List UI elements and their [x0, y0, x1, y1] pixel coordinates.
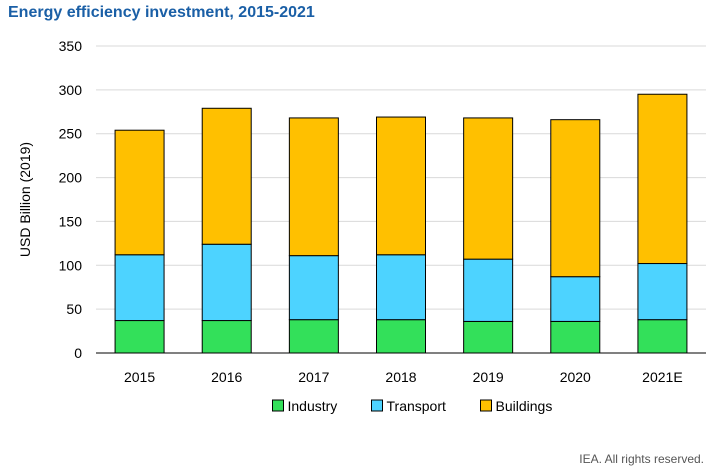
bar-segment-industry-2019 — [463, 320, 514, 354]
legend-label-buildings: Buildings — [496, 398, 553, 414]
y-tick-label: 50 — [66, 301, 82, 317]
x-tick-label: 2018 — [385, 369, 416, 385]
legend-label-industry: Industry — [288, 398, 338, 414]
x-tick-label: 2015 — [124, 369, 155, 385]
bar-segment-industry-2015 — [114, 320, 165, 354]
y-tick-label: 250 — [59, 126, 83, 142]
bar-segment-buildings-2021e — [637, 93, 688, 265]
bar-segment-transport-2017 — [288, 255, 339, 321]
bar-segment-buildings-2016 — [201, 107, 252, 245]
legend-swatch-industry — [272, 399, 284, 412]
chart-title: Energy efficiency investment, 2015-2021 — [8, 4, 315, 21]
y-tick-label: 300 — [59, 82, 83, 98]
y-axis-label: USD Billion (2019) — [17, 142, 33, 257]
y-axis-ticks: 0 50 100 150 200 250 300 350 — [59, 38, 83, 361]
bar-segment-transport-2021e — [637, 263, 688, 321]
x-tick-label: 2020 — [560, 369, 591, 385]
y-tick-label: 200 — [59, 170, 83, 186]
y-tick-label: 150 — [59, 213, 83, 229]
bar-segment-transport-2018 — [376, 254, 426, 321]
x-axis-ticks: 2015 2016 2017 2018 2019 2020 2021E — [124, 369, 683, 385]
bar-segment-buildings-2019 — [463, 117, 514, 260]
bar-segment-transport-2019 — [463, 258, 514, 322]
bar-segment-industry-2017 — [288, 319, 339, 354]
bar-segment-buildings-2015 — [114, 129, 165, 256]
x-tick-label: 2016 — [211, 369, 242, 385]
x-tick-label: 2017 — [298, 369, 329, 385]
bar-segment-buildings-2020 — [550, 119, 601, 278]
y-tick-label: 0 — [74, 345, 82, 361]
bar-segment-transport-2020 — [550, 276, 601, 322]
y-tick-label: 100 — [59, 257, 83, 273]
bar-segment-industry-2018 — [376, 319, 426, 354]
legend-label-transport: Transport — [387, 398, 447, 414]
bar-segment-industry-2016 — [201, 320, 252, 354]
legend-swatch-transport — [371, 399, 383, 412]
bar-segment-buildings-2018 — [376, 116, 426, 256]
legend: Industry Transport Buildings — [272, 398, 553, 414]
bars — [114, 93, 688, 354]
legend-swatch-buildings — [480, 399, 492, 412]
y-tick-label: 350 — [59, 38, 83, 54]
bar-segment-buildings-2017 — [288, 117, 339, 257]
x-tick-label: 2021E — [642, 369, 682, 385]
bar-segment-industry-2021e — [637, 319, 688, 354]
x-tick-label: 2019 — [473, 369, 504, 385]
bar-segment-transport-2015 — [114, 254, 165, 322]
bar-segment-industry-2020 — [550, 320, 601, 354]
bar-segment-transport-2016 — [201, 243, 252, 322]
footer-credit: IEA. All rights reserved. — [579, 452, 704, 466]
